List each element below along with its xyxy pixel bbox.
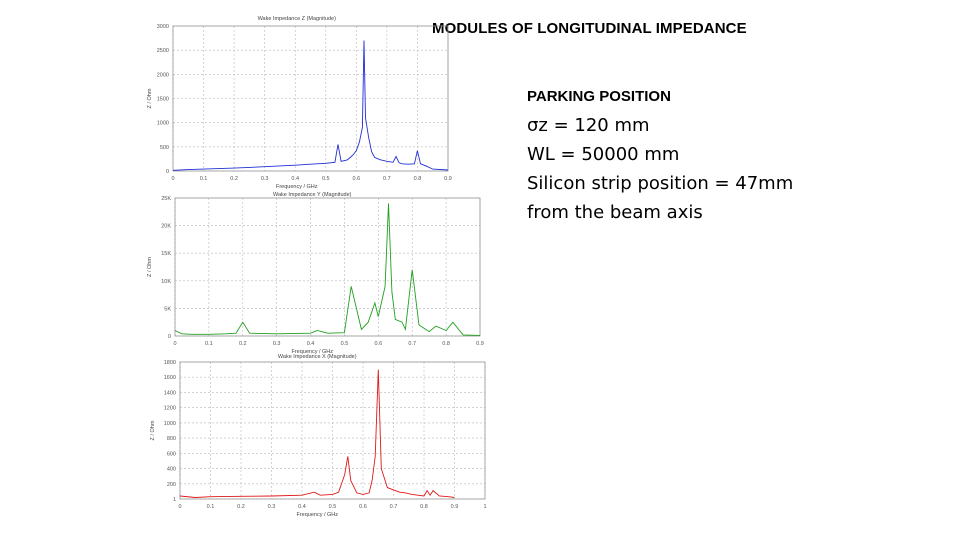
y-tick-label: 0 [168,334,171,340]
wake-length-line: WL = 50000 mm [527,144,680,165]
x-axis-label: Frequency / GHz [291,349,333,354]
y-tick-label: 5K [164,306,171,312]
y-tick-label: 2500 [157,48,169,54]
x-tick-label: 0.8 [442,341,450,347]
x-tick-label: 0.5 [341,341,349,347]
series-line [174,203,481,336]
y-tick-label: 1400 [164,390,176,396]
x-tick-label: 0.1 [200,176,208,182]
x-axis-label: Frequency / GHz [276,184,318,190]
x-tick-label: 0 [178,504,181,510]
y-tick-label: 1200 [164,406,176,412]
x-axis-label: Frequency / GHz [296,512,338,518]
x-tick-label: 0.5 [322,176,330,182]
parking-position-label: PARKING POSITION [527,88,671,105]
x-tick-label: 0.3 [273,341,281,347]
x-tick-label: 0 [171,176,174,182]
parameters-block: PARKING POSITION σz = 120 mm WL = 50000 … [527,88,793,227]
x-tick-label: 0.7 [390,504,398,510]
plot-area: 0 0.1 0.2 0.3 0.4 0.5 0.6 0.7 0.8 0.9 0 500 1000 1500… [147,16,452,190]
y-tick-label: 1 [173,497,176,503]
y-tick-label: 15K [161,251,171,257]
x-tick-label: 0.9 [476,341,484,347]
chart-title: Wake Impedance X (Magnitude) [278,354,357,360]
x-tick-label: 0 [173,341,176,347]
x-tick-label: 0.5 [329,504,337,510]
x-tick-label: 0.1 [207,504,215,510]
y-tick-label: 1800 [164,360,176,366]
chart-title: Wake Impedance Z (Magnitude) [258,16,337,22]
x-tick-label: 0.3 [261,176,269,182]
chart-bottom-impedance-x: 0 0.1 0.2 0.3 0.4 0.5 0.6 0.7 0.8 0.9 112004006008… [150,354,487,518]
chart-title: Wake Impedance Y (Magnitude) [273,192,352,198]
x-tick-label: 0.1 [205,341,213,347]
y-tick-label: 3000 [157,24,169,30]
x-tick-label: 0.7 [408,341,416,347]
x-tick-label: 0.2 [237,504,245,510]
y-axis-label: Z / Ohm [150,420,156,440]
y-tick-label: 20K [161,224,171,230]
x-tick-label: 0.6 [359,504,367,510]
x-tick-label: 0.4 [291,176,299,182]
x-tick-label: 0.9 [444,176,452,182]
strip-position-line: Silicon strip position = 47mm [527,173,794,194]
y-tick-label: 500 [160,145,169,151]
x-tick-label: 0.7 [383,176,391,182]
plot-frame [179,361,486,500]
y-tick-label: 0 [166,169,169,175]
sigma-z-line: σz = 120 mm [527,115,650,136]
y-tick-label: 2000 [157,72,169,78]
x-tick-label: 0.8 [420,504,428,510]
y-tick-label: 1000 [164,421,176,427]
x-tick-label: 0.9 [451,504,459,510]
chart-middle-impedance-y: 0 0.1 0.2 0.3 0.4 0.5 0.6 0.7 0.8 0.9 0 5K 10K 15K 20K… [147,192,484,354]
y-tick-label: 400 [167,467,176,473]
x-tick-label: 0.4 [298,504,306,510]
plot-area: 0 0.1 0.2 0.3 0.4 0.5 0.6 0.7 0.8 0.9 112004006008… [150,354,487,518]
beam-axis-line: from the beam axis [527,202,703,223]
plot-frame [174,197,481,337]
series-line [172,40,449,171]
plot-area: 0 0.1 0.2 0.3 0.4 0.5 0.6 0.7 0.8 0.9 0 5K 10K 15K 20K… [147,192,484,354]
slide-title: MODULES OF LONGITUDINAL IMPEDANCE [432,20,747,37]
y-tick-label: 1500 [157,97,169,103]
y-tick-label: 600 [167,451,176,457]
x-tick-label: 0.2 [230,176,238,182]
y-tick-label: 1600 [164,375,176,381]
y-tick-label: 25K [161,196,171,202]
x-tick-label: 0.6 [375,341,383,347]
y-axis-label: Z / Ohm [147,88,153,108]
plot-frame [172,25,449,172]
series-line [179,369,455,498]
chart-top-impedance-z: 0 0.1 0.2 0.3 0.4 0.5 0.6 0.7 0.8 0.9 0 500 1000 1500… [147,16,452,190]
y-tick-label: 10K [161,279,171,285]
x-tick-label: 1 [483,504,486,510]
y-axis-label: Z / Ohm [147,257,153,277]
y-tick-label: 800 [167,436,176,442]
x-tick-label: 0.6 [353,176,361,182]
x-tick-label: 0.2 [239,341,247,347]
x-tick-label: 0.8 [414,176,422,182]
y-tick-label: 200 [167,482,176,488]
x-tick-label: 0.3 [268,504,276,510]
x-tick-label: 0.4 [307,341,315,347]
y-tick-label: 1000 [157,121,169,127]
